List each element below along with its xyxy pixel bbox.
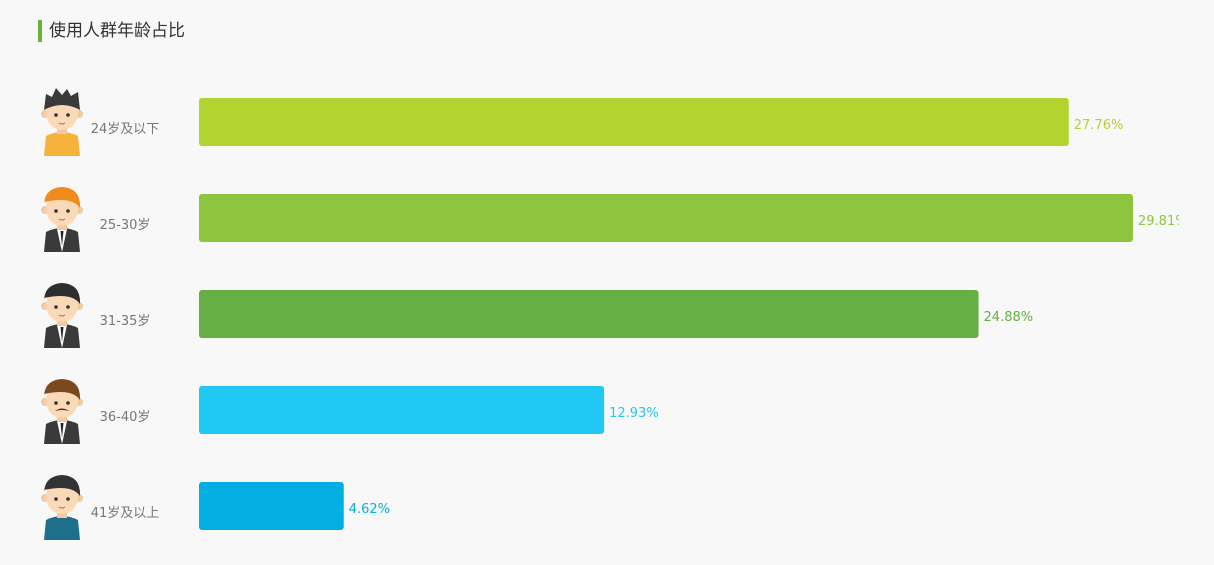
- older-man-avatar-icon: [41, 475, 83, 540]
- category-label: 31-35岁: [100, 314, 151, 329]
- category-label: 41岁及以上: [91, 506, 160, 521]
- value-label: 27.76%: [1074, 118, 1124, 133]
- value-label: 4.62%: [349, 502, 390, 517]
- mustache-man-avatar-icon: [41, 379, 83, 444]
- bar: [199, 386, 605, 434]
- young-man-avatar-icon: [41, 187, 83, 252]
- chart-title: 使用人群年龄占比: [38, 20, 185, 42]
- value-label: 12.93%: [609, 406, 659, 421]
- man-suit-avatar-icon: [41, 283, 83, 348]
- category-label: 36-40岁: [100, 410, 151, 425]
- value-label: 24.88%: [984, 310, 1034, 325]
- boy-avatar-icon: [41, 88, 83, 156]
- category-label: 25-30岁: [100, 218, 151, 233]
- value-label: 29.81%: [1138, 214, 1188, 229]
- category-label: 24岁及以下: [91, 122, 160, 137]
- bar: [199, 290, 979, 338]
- bar: [199, 98, 1069, 146]
- bar: [199, 194, 1133, 242]
- bar: [199, 482, 344, 530]
